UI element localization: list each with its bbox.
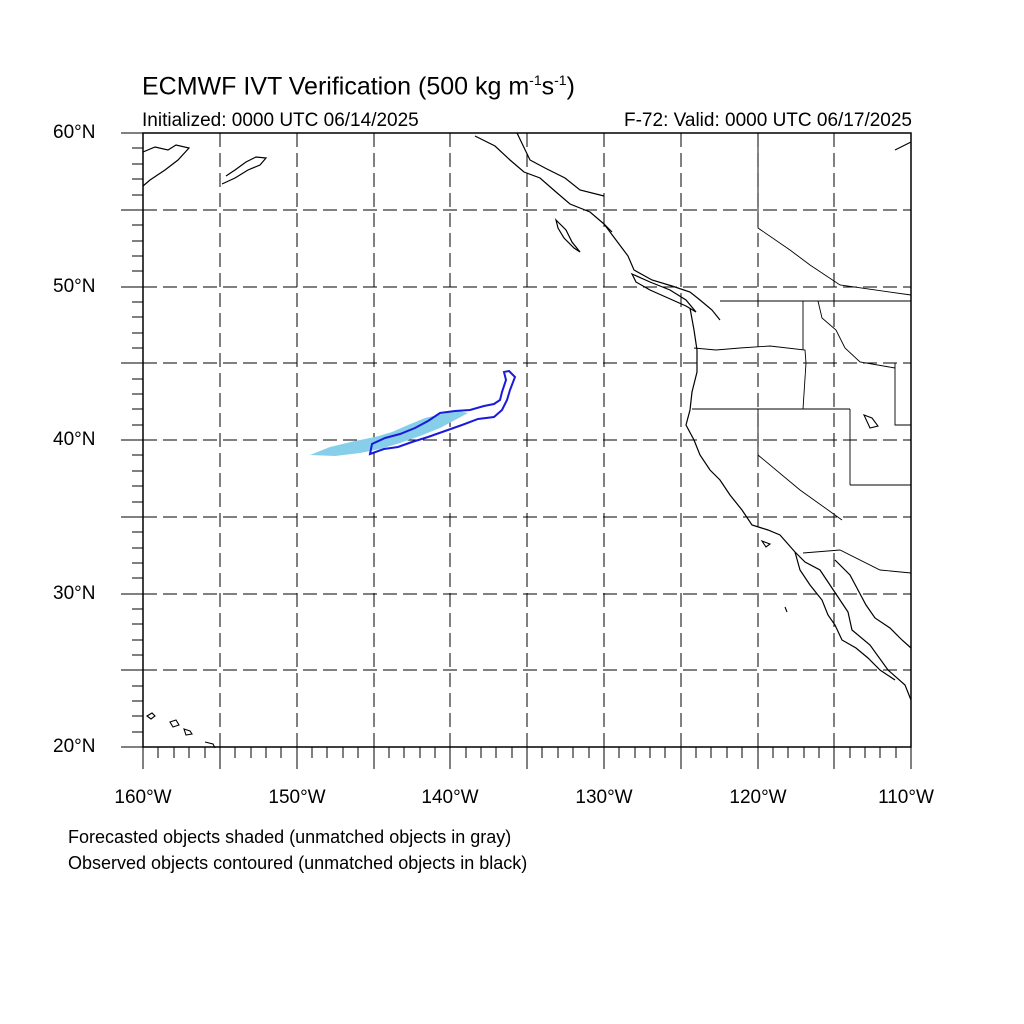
axis-ticks — [121, 132, 912, 769]
coastline-alaska-border — [516, 132, 605, 197]
forecast-object — [310, 411, 468, 456]
coastline-alaska-islands — [221, 156, 268, 185]
island-channel — [760, 539, 772, 548]
island-hawaii-2 — [169, 719, 180, 728]
lon-label-130w: 130°W — [575, 787, 633, 808]
coastline-haida-gwaii — [554, 218, 581, 253]
lat-label-30: 30°N — [53, 583, 96, 604]
coastline-vancouver-island — [630, 272, 697, 313]
border-id-mt — [817, 300, 896, 369]
grid-lines — [143, 133, 911, 747]
lat-label-60: 60°N — [53, 122, 96, 143]
island-hawaii-3 — [183, 728, 193, 736]
lon-label-110w: 110°W — [878, 787, 934, 808]
initialized-time: Initialized: 0000 UTC 06/14/2025 — [142, 110, 419, 131]
lon-label-120w: 120°W — [729, 787, 787, 808]
island-nunivak — [894, 141, 912, 151]
coastline-alaska-west — [142, 144, 191, 187]
coastline-west-us — [685, 307, 912, 701]
forecast-note: Forecasted objects shaded (unmatched obj… — [68, 827, 512, 847]
observed-note: Observed objects contoured (unmatched ob… — [68, 853, 528, 873]
island-hawaii-1 — [146, 712, 156, 720]
observed-object-contour — [368, 369, 517, 456]
coastline-gulf-california — [834, 559, 912, 649]
islands — [146, 141, 912, 749]
border-us-mexico — [802, 549, 912, 574]
coastline-baja — [794, 551, 896, 681]
border-or-id — [802, 362, 807, 410]
lon-label-150w: 150°W — [268, 787, 326, 808]
coastline-alaska-south — [474, 135, 613, 233]
island-guadalupe — [784, 606, 788, 613]
lat-label-40: 40°N — [53, 429, 96, 450]
lat-label-50: 50°N — [53, 276, 96, 297]
lon-label-160w: 160°W — [114, 787, 172, 808]
coastlines — [142, 132, 912, 701]
border-ut-wy — [894, 363, 911, 426]
political-boundaries — [692, 133, 912, 574]
map-title: ECMWF IVT Verification (500 kg m-1s-1) — [142, 72, 575, 101]
valid-time: F-72: Valid: 0000 UTC 06/17/2025 — [624, 110, 912, 131]
lon-label-140w: 140°W — [421, 787, 479, 808]
lat-label-20: 20°N — [53, 736, 96, 757]
border-wa-or — [693, 345, 807, 364]
border-ca-nv — [757, 409, 843, 521]
coastline-bc — [603, 223, 721, 321]
border-bc-yukon — [757, 133, 912, 296]
island-gsl — [862, 414, 879, 429]
